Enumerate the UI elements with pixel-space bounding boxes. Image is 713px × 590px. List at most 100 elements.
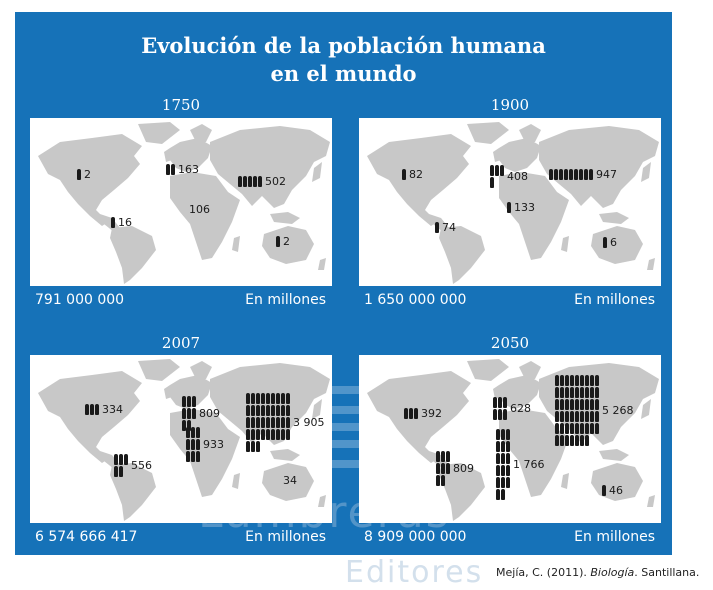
person-icon [187,420,191,431]
person-icon [580,387,584,398]
person-icon [196,451,200,462]
person-icon [595,375,599,386]
person-icon [560,387,564,398]
person-icon [441,475,445,486]
person-icon [506,429,510,440]
world-map-2007: 334 809 3 905 933 556 34 [30,355,332,523]
person-icon [574,169,578,180]
citation-authors: Mejía, C. (2011). [496,566,591,579]
region-figure-europe: 408 [490,165,528,188]
person-icon [585,387,589,398]
panel-year-1750: 1750 [161,96,201,114]
person-icon [187,396,191,407]
person-icon [276,429,280,440]
region-value: 392 [421,407,442,420]
person-icon [501,489,505,500]
region-figure-africa: 1 766 [496,429,545,500]
person-icon [580,375,584,386]
person-icon [281,417,285,428]
person-icon [441,451,445,462]
person-icon [446,463,450,474]
region-value: 163 [178,163,199,176]
person-icon [436,463,440,474]
person-icon [251,405,255,416]
person-icon [271,405,275,416]
region-value: 2 [84,168,91,181]
person-icon [585,411,589,422]
person-icon [503,397,507,408]
region-value: 5 268 [602,404,634,417]
person-icon [501,453,505,464]
region-value: 16 [118,216,132,229]
person-icon [256,417,260,428]
person-icon [281,405,285,416]
panel-total-1900: 1 650 000 000 [364,292,467,308]
region-figure-south-america: 556 [114,454,152,477]
person-icon [575,423,579,434]
person-icon [271,429,275,440]
person-icon [603,237,607,248]
world-map-2050: 392 628 5 268 1 766 809 46 [359,355,661,523]
person-icon [584,169,588,180]
person-icon [560,411,564,422]
person-icon [496,477,500,488]
world-map-shape [38,122,330,284]
person-icon [261,429,265,440]
person-icon [85,404,89,415]
person-icon [286,393,290,404]
person-icon [246,429,250,440]
region-figure-oceania: 2 [276,235,290,248]
world-map-1900: 82 408 947 133 74 6 [359,118,661,286]
person-icon [446,451,450,462]
region-figure-south-america: 809 [436,451,474,486]
person-icon [559,169,563,180]
person-icon [196,439,200,450]
person-icon [95,404,99,415]
person-icon [555,423,559,434]
person-icon [560,375,564,386]
person-icon [496,453,500,464]
person-icon [496,429,500,440]
person-icon [602,485,606,496]
person-icon [119,454,123,465]
person-icon [500,165,504,176]
person-icon [261,405,265,416]
region-figure-north-america: 334 [85,403,123,416]
person-icon [570,387,574,398]
person-icon [555,375,559,386]
person-icon [498,397,502,408]
person-icon [246,405,250,416]
citation-work: Biología [590,566,635,579]
person-icon [271,393,275,404]
person-icon [580,423,584,434]
person-icon [575,435,579,446]
region-figure-oceania: 6 [603,236,617,249]
person-icon [490,165,494,176]
person-icon [256,441,260,452]
person-icon [590,399,594,410]
person-icon [266,417,270,428]
panel-unit-label: En millones [245,292,326,308]
region-value: 809 [199,407,220,420]
person-icon [271,417,275,428]
person-icon [166,164,170,175]
person-icon [498,409,502,420]
panel-unit-label: En millones [574,529,655,545]
person-icon [191,427,195,438]
region-value: 6 [610,236,617,249]
region-figure-africa: 933 [186,427,224,462]
person-icon [251,441,255,452]
region-figure-europe: 809 [182,396,220,431]
person-icon [506,477,510,488]
person-icon [501,441,505,452]
person-icon [507,202,511,213]
person-icon [570,411,574,422]
person-icon [580,411,584,422]
person-icon [496,441,500,452]
region-value: 502 [265,175,286,188]
panel-total-1750: 791 000 000 [35,292,125,308]
person-icon [595,423,599,434]
person-icon [435,222,439,233]
person-icon [589,169,593,180]
person-icon [246,417,250,428]
